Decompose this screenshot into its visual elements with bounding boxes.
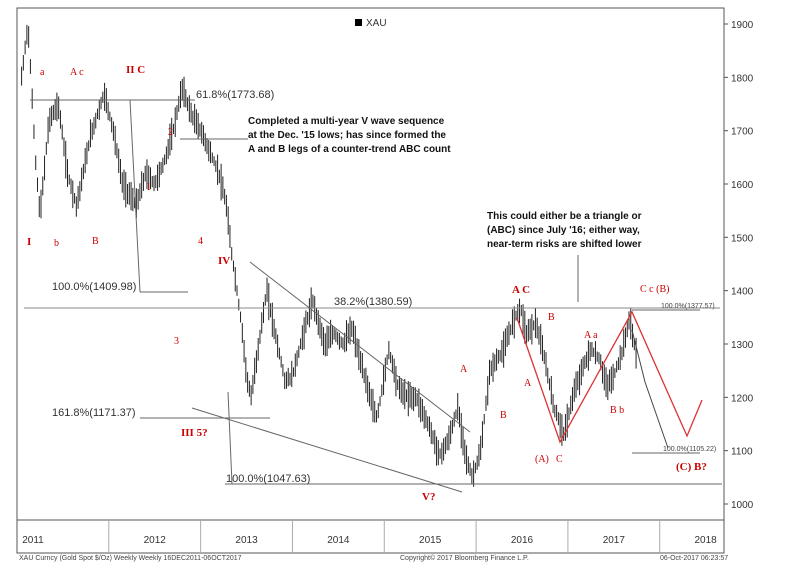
wave-label: A C <box>512 284 530 296</box>
wave-label: II C <box>126 64 145 76</box>
footer-timestamp: 06-Oct-2017 06:23:57 <box>660 555 728 562</box>
y-tick-label: 1000 <box>731 500 754 511</box>
wave-label: (A) <box>535 454 549 465</box>
fib-label-618: 61.8%(1773.68) <box>196 89 274 101</box>
wave-label: A c <box>70 67 84 78</box>
y-tick-label: 1800 <box>731 73 754 84</box>
y-tick-label: 1100 <box>731 447 753 458</box>
annotation-line: at the Dec. '15 lows; has since formed t… <box>248 130 446 141</box>
plot-frame <box>16 7 725 554</box>
projection-black <box>631 329 669 449</box>
wave-label: I <box>27 236 31 248</box>
price-series <box>21 24 637 487</box>
wave-label: B <box>548 312 555 323</box>
y-tick-label: 1600 <box>731 180 754 191</box>
wave-label: C c (B) <box>640 284 669 295</box>
fib-label-1105: 100.0%(1105.22) <box>663 446 716 453</box>
legend-label: XAU <box>366 18 387 29</box>
wave-label: A <box>460 364 468 375</box>
wave-label: b <box>54 238 59 249</box>
wave-label: B <box>92 236 99 247</box>
x-tick-label: 2012 <box>144 535 167 546</box>
wave-label: a <box>40 67 45 78</box>
wave-label: III 5? <box>181 427 208 439</box>
wave-label: 2 <box>168 127 173 138</box>
wave-label: IV <box>218 255 230 267</box>
wave-label: B <box>500 410 507 421</box>
wave-label: 3 <box>174 336 179 347</box>
annotation-line: A and B legs of a counter-trend ABC coun… <box>248 144 451 155</box>
y-tick-label: 1500 <box>731 233 754 244</box>
wave-label: 4 <box>198 236 203 247</box>
wave-label: V? <box>422 491 435 503</box>
annotation-line: (ABC) since July '16; either way, <box>487 225 640 236</box>
wave-label: B b <box>610 405 624 416</box>
channel-lower <box>191 407 463 493</box>
x-axis: 2011 2012 2013 2014 2015 2016 2017 2018 <box>22 520 717 553</box>
fib-connector-1 <box>129 99 141 293</box>
annotation-line: Completed a multi-year V wave sequence <box>248 116 445 127</box>
x-tick-label: 2017 <box>603 535 626 546</box>
fib-label-1377: 100.0%(1377.57) <box>661 303 715 310</box>
y-tick-label: 1400 <box>731 287 754 298</box>
x-tick-label: 2015 <box>419 535 442 546</box>
x-tick-label: 2013 <box>235 535 258 546</box>
y-tick-label: 1900 <box>731 20 754 31</box>
wave-label: 1 <box>146 182 151 193</box>
x-tick-label: 2018 <box>695 535 718 546</box>
annotation-line: near-term risks are shifted lower <box>487 239 642 250</box>
channel-upper <box>249 261 471 433</box>
x-tick-label: 2011 <box>22 535 44 546</box>
legend-swatch <box>355 19 362 26</box>
wave-label: C <box>556 454 563 465</box>
fib-label-1047: 100.0%(1047.63) <box>226 473 310 485</box>
fib-connector-2 <box>227 391 233 485</box>
x-tick-label: 2016 <box>511 535 534 546</box>
wave-label: (C) B? <box>676 461 707 473</box>
fib-label-1171: 161.8%(1171.37) <box>52 407 136 419</box>
wave-label: A a <box>584 330 598 341</box>
fib-label-382: 38.2%(1380.59) <box>334 296 412 308</box>
fib-label-1409: 100.0%(1409.98) <box>52 281 136 293</box>
y-tick-label: 1200 <box>731 393 754 404</box>
footer-source: XAU Curncy (Gold Spot $/Oz) Weekly Weekl… <box>19 555 242 562</box>
y-axis: 1000 1100 1200 1300 1400 1500 1600 1700 1800 1900 <box>724 20 754 511</box>
y-tick-label: 1300 <box>731 340 754 351</box>
x-tick-label: 2014 <box>327 535 350 546</box>
y-tick-label: 1700 <box>731 127 754 138</box>
projection-red <box>516 310 703 444</box>
wave-label: A <box>524 378 532 389</box>
footer-copyright: Copyright© 2017 Bloomberg Finance L.P. <box>400 554 529 562</box>
annotation-line: This could either be a triangle or <box>487 211 642 222</box>
